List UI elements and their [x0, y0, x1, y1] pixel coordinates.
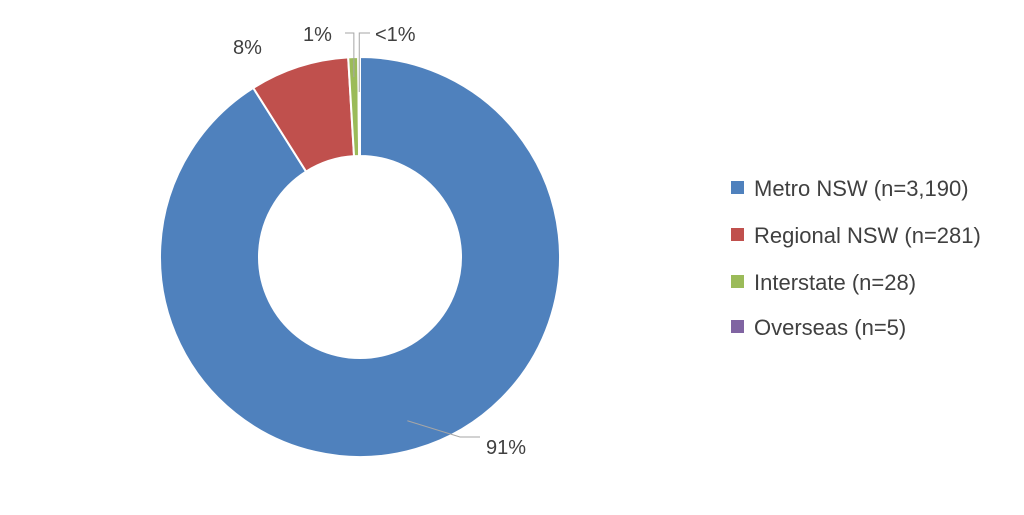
data-label-interstate: 1% — [303, 24, 332, 46]
legend-item-regional: Regional NSW (n=281) — [731, 223, 981, 248]
leader-line-overseas — [358, 32, 370, 93]
data-label-regional: 8% — [233, 37, 262, 59]
legend-label-metro: Metro NSW (n=3,190) — [754, 176, 969, 201]
donut-slice-metro — [159, 55, 561, 458]
legend-item-metro: Metro NSW (n=3,190) — [731, 176, 969, 201]
data-label-metro: 91% — [486, 437, 526, 459]
legend: Metro NSW (n=3,190) Regional NSW (n=281)… — [731, 176, 981, 340]
legend-label-overseas: Overseas (n=5) — [754, 315, 906, 340]
legend-label-interstate: Interstate (n=28) — [754, 270, 916, 295]
legend-swatch-overseas — [731, 320, 744, 333]
donut-slices — [159, 55, 561, 458]
legend-label-regional: Regional NSW (n=281) — [754, 223, 981, 248]
legend-item-overseas: Overseas (n=5) — [731, 315, 906, 340]
leader-line-interstate — [345, 32, 355, 78]
legend-swatch-regional — [731, 228, 744, 241]
legend-swatch-metro — [731, 181, 744, 194]
leader-lines — [345, 32, 480, 438]
legend-swatch-interstate — [731, 275, 744, 288]
leader-line-metro — [407, 420, 480, 438]
legend-item-interstate: Interstate (n=28) — [731, 270, 916, 295]
data-label-overseas: <1% — [375, 24, 416, 46]
